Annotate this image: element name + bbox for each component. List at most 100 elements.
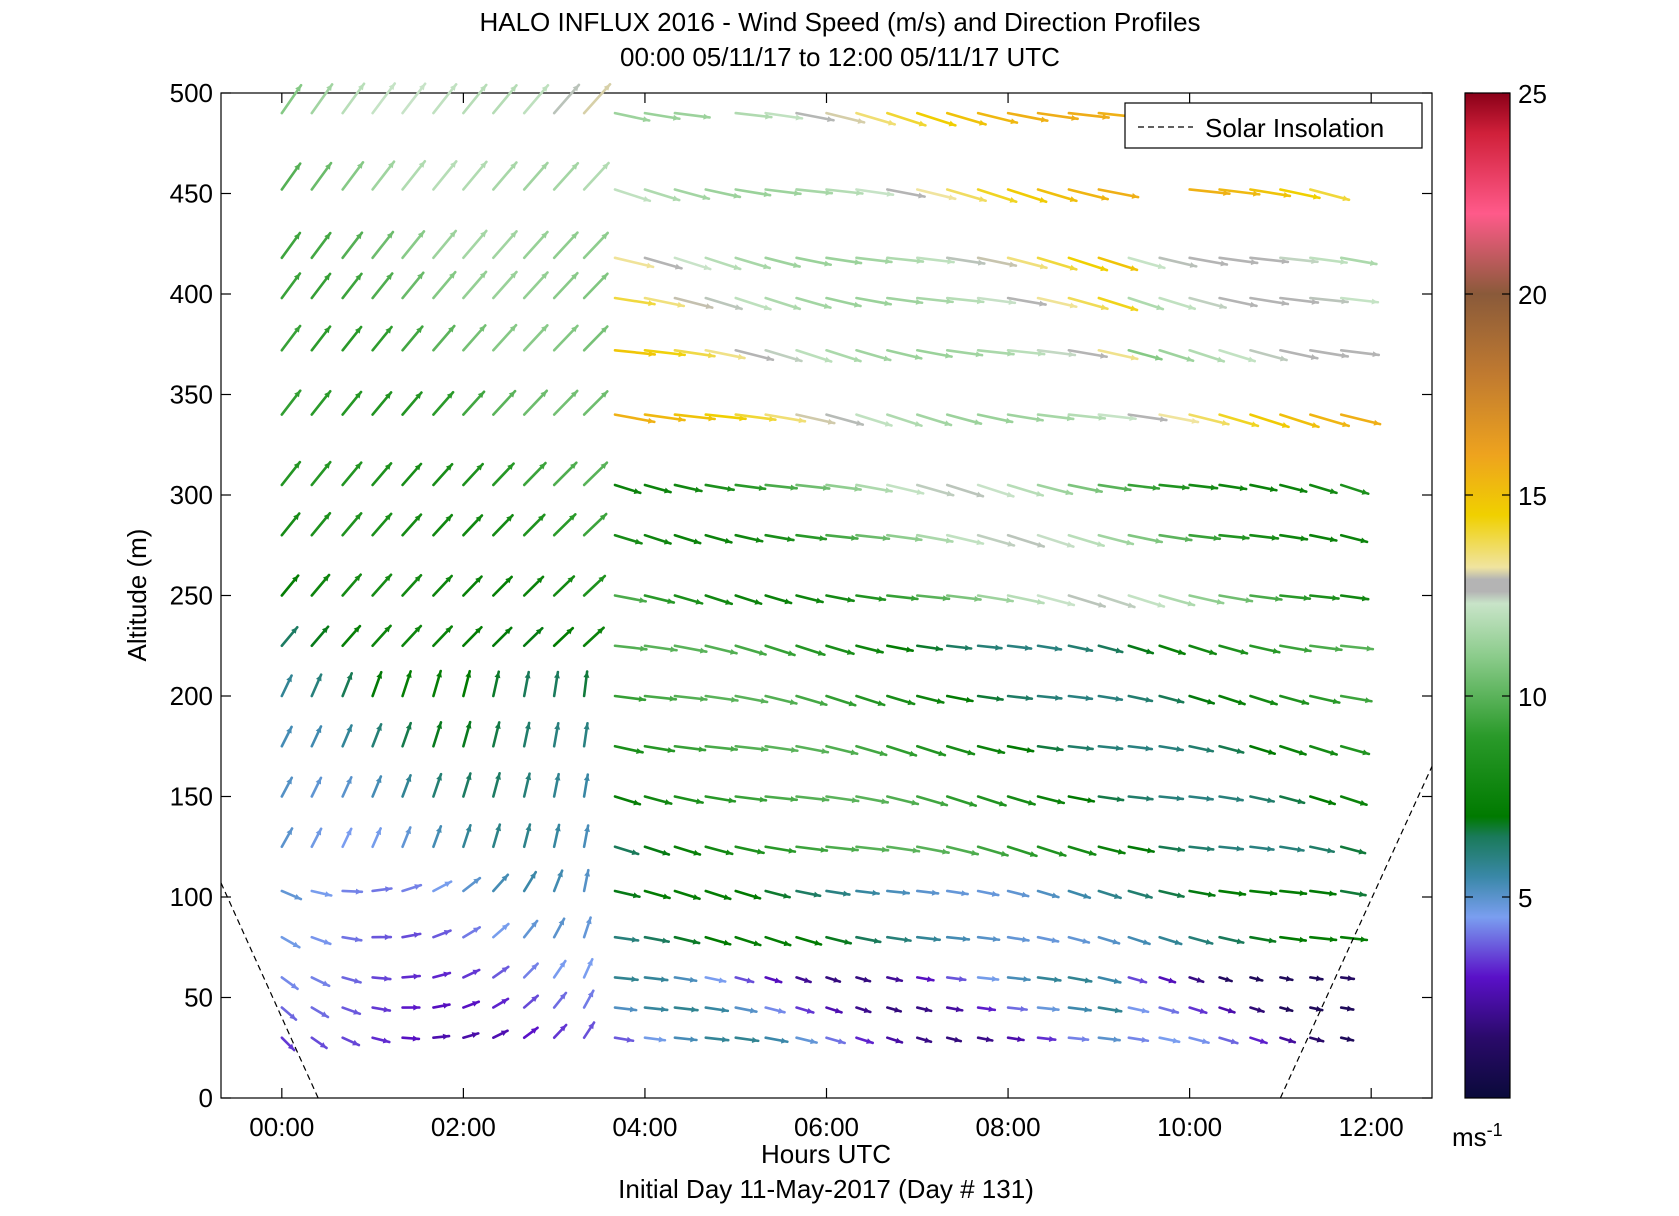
wind-arrow [795,188,834,196]
y-tick-label: 100 [170,882,213,912]
wind-arrow [886,889,911,896]
wind-arrow [1036,594,1076,607]
wind-arrow [855,1036,874,1045]
wind-arrow [886,976,904,983]
wind-arrow [795,845,829,853]
wind-arrow [613,594,648,604]
wind-arrow [280,512,301,537]
wind-arrow [643,644,678,653]
wind-arrow [1127,594,1166,608]
wind-arrow [915,889,940,896]
wind-arrow [764,644,796,657]
wind-arrow [643,1036,667,1043]
x-axis-sublabel: Initial Day 11-May-2017 (Day # 131) [618,1174,1034,1204]
wind-arrow [371,775,383,798]
wind-arrow [522,461,547,487]
wind-arrow [945,644,973,651]
wind-arrow [1127,1036,1150,1043]
y-tick-label: 350 [170,380,213,410]
wind-arrow [855,594,887,602]
wind-arrow [1036,1036,1057,1042]
wind-arrow [1218,348,1257,363]
wind-arrow [1067,1006,1092,1013]
wind-arrow [1279,188,1321,200]
wind-arrow [704,188,742,199]
wind-arrow [673,795,704,805]
x-tick-label: 04:00 [612,1112,677,1142]
wind-arrow [1339,644,1375,652]
wind-arrow [492,997,510,1009]
wind-arrow [613,644,648,652]
wind-arrow [1188,694,1216,705]
wind-arrow [462,876,482,893]
wind-arrow [1339,296,1380,305]
wind-arrow [1339,694,1373,704]
wind-arrow [552,670,560,698]
wind-arrow [1067,483,1104,494]
wind-arrow [522,670,531,698]
wind-arrow [432,669,442,698]
wind-arrow [1188,845,1215,852]
wind-arrow [1309,256,1348,265]
wind-arrow [582,957,594,979]
wind-arrow [1188,533,1222,542]
wind-arrow [734,256,772,270]
wind-arrow [915,935,941,943]
wind-arrow [976,845,1009,857]
wind-arrow [734,694,769,704]
solar-insolation-line [220,766,1433,1099]
wind-arrow [462,1000,481,1009]
wind-arrow [1309,188,1351,202]
wind-arrow [1249,1006,1265,1013]
colorbar-unit-exp: -1 [1487,1120,1503,1140]
wind-arrow [1036,935,1060,944]
wind-arrow [552,869,564,893]
wind-arrow [945,413,983,426]
wind-arrow [432,390,455,416]
wind-arrow [1006,1005,1028,1012]
wind-arrow [976,188,1018,204]
wind-arrow [855,413,893,427]
wind-arrow [492,873,510,893]
wind-arrow [764,744,799,753]
wind-arrow [401,230,426,260]
wind-arrow [734,348,775,362]
wind-arrow [492,514,514,537]
wind-arrow [552,161,580,191]
wind-arrow [432,83,458,115]
wind-arrow [462,1032,480,1039]
wind-arrow [401,391,423,416]
wind-arrow [341,1006,362,1016]
wind-arrow [371,1006,392,1013]
wind-arrow [280,674,293,698]
wind-arrow [522,389,549,416]
wind-arrow [432,772,443,798]
wind-arrow [1036,348,1077,358]
wind-arrow [1279,483,1308,494]
wind-arrow [280,625,299,648]
x-tick-label: 06:00 [794,1112,859,1142]
wind-arrow [522,1026,539,1039]
wind-arrow [643,935,671,944]
wind-arrow [492,270,518,300]
wind-arrow [855,348,892,362]
wind-arrow [945,296,985,305]
wind-arrow [1067,795,1096,804]
wind-arrow [341,888,364,895]
wind-arrow [582,325,609,352]
wind-arrow [1097,533,1135,546]
wind-arrow [886,483,925,495]
wind-arrow [1158,694,1185,704]
wind-arrow [1339,845,1367,855]
y-axis-ticks: 0 50 100 150 200 250 300 350 400 450 500 [170,78,1432,1113]
wind-arrow [401,883,423,893]
wind-arrow [280,83,303,115]
wind-arrow [1218,795,1244,803]
wind-arrow [1339,975,1356,982]
wind-arrow [1036,845,1067,857]
wind-arrow [1097,483,1132,492]
wind-arrow [522,721,531,748]
wind-arrow [855,644,884,654]
wind-arrow [432,1033,451,1040]
wind-arrow [855,795,890,805]
